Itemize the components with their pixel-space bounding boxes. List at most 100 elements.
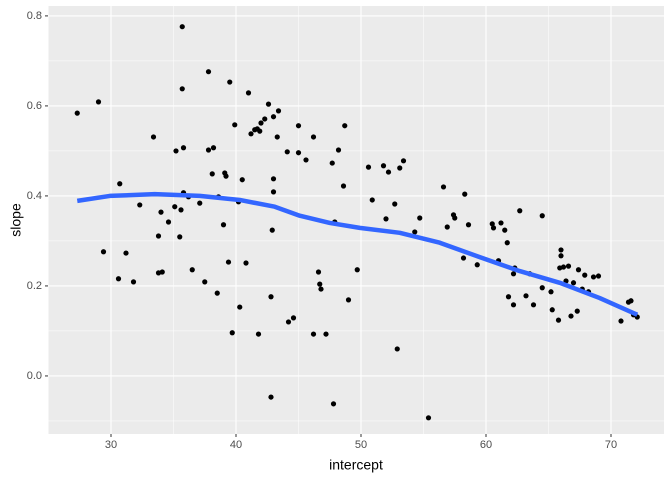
point [197,200,203,206]
point [628,298,634,304]
point [303,157,309,163]
point [539,213,545,219]
point [178,207,184,213]
point [243,260,249,266]
point [274,134,280,140]
point [394,346,400,352]
point [548,289,554,295]
point [265,101,272,107]
point [227,79,233,85]
point [510,302,517,308]
y-tick-label: 0.4 [27,190,42,202]
point [257,128,263,134]
point [179,24,185,30]
point [172,204,178,210]
point [295,150,302,156]
point [354,267,360,273]
point [440,184,447,190]
point [270,176,277,182]
point [268,294,274,300]
point [245,90,252,96]
point [223,173,229,179]
point [74,110,80,116]
y-tick-label: 0.8 [27,10,42,22]
point [275,108,282,114]
point [489,221,495,227]
point [555,317,562,323]
point [510,271,517,277]
point [392,201,398,207]
y-tick-label: 0.6 [27,100,42,112]
point [517,208,523,214]
point [595,273,602,279]
point [558,247,564,253]
point [582,272,588,278]
point [315,269,322,275]
point [460,255,467,261]
point [590,274,597,280]
point [239,177,245,183]
x-tick-label: 40 [230,439,242,451]
x-tick-label: 30 [105,439,117,451]
point [123,250,129,256]
point [397,165,403,171]
panel [48,6,664,434]
point [165,219,172,225]
point [269,227,275,233]
point [570,280,577,286]
point [209,171,215,177]
point [568,313,574,319]
point [618,318,624,324]
point [549,307,555,313]
point [310,134,317,140]
point [225,259,232,265]
point [335,147,342,153]
point [290,315,297,321]
point [232,122,238,128]
smooth-line [76,191,639,317]
point [180,145,187,151]
point [505,294,512,300]
x-axis-title: intercept [329,457,383,473]
point [179,86,185,92]
point [205,147,212,153]
point [202,279,208,285]
y-tick-label: 0.2 [27,280,42,292]
point [558,253,564,259]
point [574,308,580,314]
point [345,297,352,303]
point [383,216,389,222]
y-axis-title: slope [8,203,24,237]
point [255,331,262,337]
point [189,267,195,273]
point [214,290,220,296]
point [100,249,107,255]
point [530,302,537,308]
point [155,233,162,239]
x-tick-label: 70 [605,439,617,451]
point [229,330,235,336]
point [474,262,480,268]
point [173,148,179,154]
point [285,319,292,325]
point [560,264,567,270]
x-tick-label: 50 [355,439,367,451]
point [137,202,143,208]
point [262,116,268,122]
point [284,149,290,155]
point [565,263,572,269]
point [268,394,274,400]
y-tick-label: 0.0 [27,370,42,382]
point [400,158,407,164]
point [575,267,582,273]
point [210,145,217,151]
point [425,415,432,421]
point [295,123,302,129]
point [417,215,423,221]
point [385,169,392,175]
point [317,281,323,287]
point [270,114,277,120]
point [130,279,137,285]
point [318,286,324,292]
